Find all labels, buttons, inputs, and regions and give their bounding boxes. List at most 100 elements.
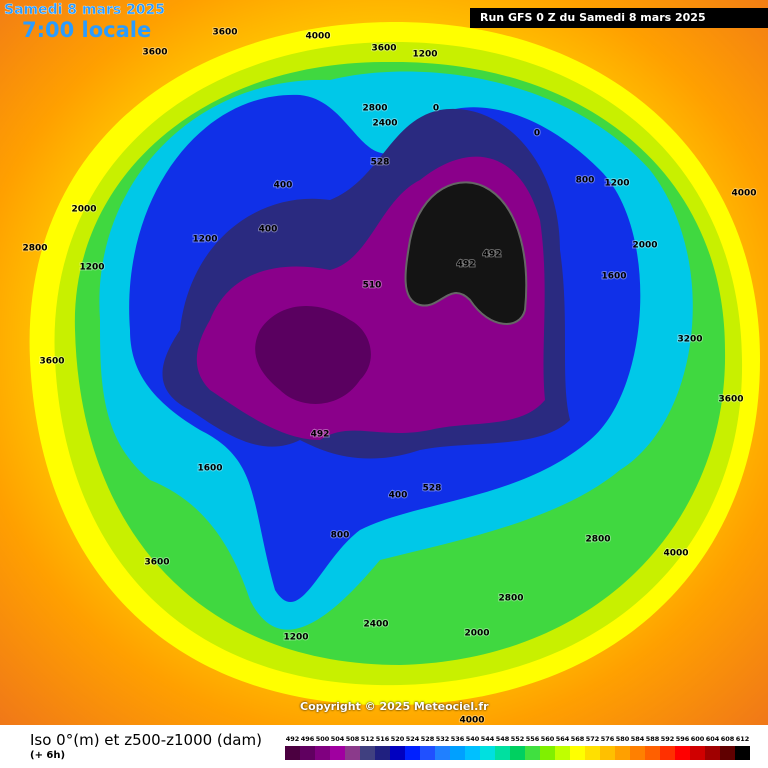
contour-label: 2800 [22,244,47,254]
legend-swatch [525,746,540,760]
contour-label: 3600 [39,357,64,367]
legend-label: 568 [571,735,585,743]
footer-lead: (+ 6h) [30,750,66,761]
legend-label: 596 [676,735,690,743]
contour-label: 528 [371,158,390,168]
legend-label: 572 [586,735,600,743]
contour-label: 2800 [585,535,610,545]
legend-swatch [375,746,390,760]
contour-label: 1600 [197,464,222,474]
legend-label: 532 [436,735,450,743]
map: 3600 3600 4000 3600 1200 528 510 492 492 492 0 0 400… [0,0,768,725]
legend-label: 612 [736,735,750,743]
legend-label: 540 [466,735,480,743]
contour-label: 400 [389,491,408,501]
contour-label: 3600 [371,44,396,54]
legend-swatch [735,746,750,760]
contour-label: 2000 [464,629,489,639]
contour-label: 4000 [459,716,484,726]
contour-label: 1200 [412,50,437,60]
contour-label: 1200 [604,179,629,189]
time: 7:00 locale [22,18,152,42]
legend-swatch [630,746,645,760]
contour-label: 1600 [601,272,626,282]
legend-swatch [600,746,615,760]
legend-label: 500 [316,735,330,743]
legend-swatch [645,746,660,760]
legend-label: 544 [481,735,495,743]
legend-label: 548 [496,735,510,743]
contour-label: 400 [274,181,293,191]
contour-label: 400 [259,225,278,235]
contour-label: 2800 [498,594,523,604]
legend-label: 588 [646,735,660,743]
legend-swatch [300,746,315,760]
date: Samedi 8 mars 2025 [4,2,166,18]
contour-label: 1200 [283,633,308,643]
legend-swatch [585,746,600,760]
legend-swatch [315,746,330,760]
legend-swatch [435,746,450,760]
contour-label: 1200 [192,235,217,245]
contour-label: 3600 [212,28,237,38]
legend-label: 580 [616,735,630,743]
legend-label: 584 [631,735,645,743]
contour-label: 3600 [718,395,743,405]
contour-label: 2400 [363,620,388,630]
legend-label: 560 [541,735,555,743]
contour-label: 1200 [79,263,104,273]
contour-label: 3600 [144,558,169,568]
legend-swatch [615,746,630,760]
legend-swatch [540,746,555,760]
contour-label: 3600 [142,48,167,58]
copyright: Copyright © 2025 Meteociel.fr [300,700,489,713]
contour-label: 510 [363,281,382,291]
band-dark-purple [255,306,371,404]
contour-label: 492 [311,430,330,440]
legend-label: 508 [346,735,360,743]
legend-label: 576 [601,735,615,743]
legend-swatch [570,746,585,760]
contour-label: 2000 [71,205,96,215]
legend-swatch [345,746,360,760]
legend-label: 512 [361,735,375,743]
legend-swatch [420,746,435,760]
legend-label: 504 [331,735,345,743]
legend-label: 536 [451,735,465,743]
legend-label: 528 [421,735,435,743]
legend-swatch [480,746,495,760]
legend-label: 524 [406,735,420,743]
legend-label: 496 [301,735,315,743]
legend-swatch [465,746,480,760]
legend-label: 608 [721,735,735,743]
legend-swatch [390,746,405,760]
contour-label: 528 [423,484,442,494]
legend-label: 552 [511,735,525,743]
legend-label: 564 [556,735,570,743]
contour-label: 4000 [731,189,756,199]
legend-swatch [510,746,525,760]
legend: 492 496 500 504 508 512 516 520 524 528 532 536 540 5… [285,735,750,760]
contour-label: 492 [483,250,502,260]
contour-label: 800 [576,176,595,186]
contour-label: 2000 [632,241,657,251]
legend-label: 592 [661,735,675,743]
legend-label: 516 [376,735,390,743]
contour-label: 4000 [305,32,330,42]
legend-swatch [720,746,735,760]
legend-swatch [675,746,690,760]
contour-label: 2400 [372,119,397,129]
contour-label: 0 [433,104,439,114]
legend-swatch [555,746,570,760]
legend-label: 556 [526,735,540,743]
contour-label: 4000 [663,549,688,559]
contour-label: 800 [331,531,350,541]
legend-label: 520 [391,735,405,743]
legend-swatch [450,746,465,760]
legend-swatch [360,746,375,760]
legend-swatch [330,746,345,760]
legend-label: 604 [706,735,720,743]
legend-swatch [705,746,720,760]
contour-label: 2800 [362,104,387,114]
